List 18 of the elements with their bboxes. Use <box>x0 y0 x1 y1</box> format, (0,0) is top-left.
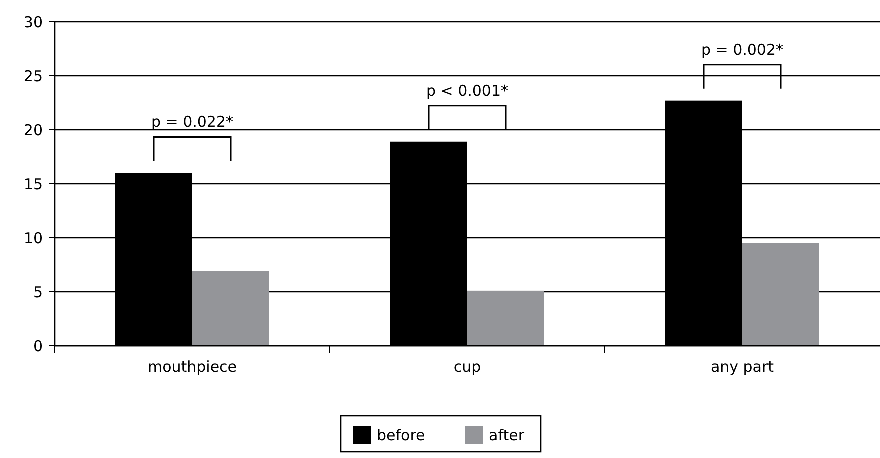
y-tick-label: 5 <box>33 283 43 302</box>
y-tick-label: 10 <box>24 229 43 248</box>
x-tick-label: any part <box>710 358 774 376</box>
bar <box>468 290 544 346</box>
y-tick-label: 25 <box>24 67 43 86</box>
bar <box>742 243 820 346</box>
y-tick-label: 0 <box>33 337 43 356</box>
bar <box>192 271 270 346</box>
x-tick-label: cup <box>454 358 482 376</box>
annotation: p = 0.022* <box>151 113 234 132</box>
y-tick-label: 20 <box>24 121 43 140</box>
y-tick-label: 15 <box>24 175 43 194</box>
legend-label: before <box>377 426 426 444</box>
annotation: p = 0.002* <box>701 40 784 59</box>
x-tick-label: mouthpiece <box>148 358 238 376</box>
annotation: p < 0.001* <box>426 82 510 100</box>
y-tick-label: 30 <box>24 13 43 32</box>
legend-label: after <box>489 426 526 444</box>
